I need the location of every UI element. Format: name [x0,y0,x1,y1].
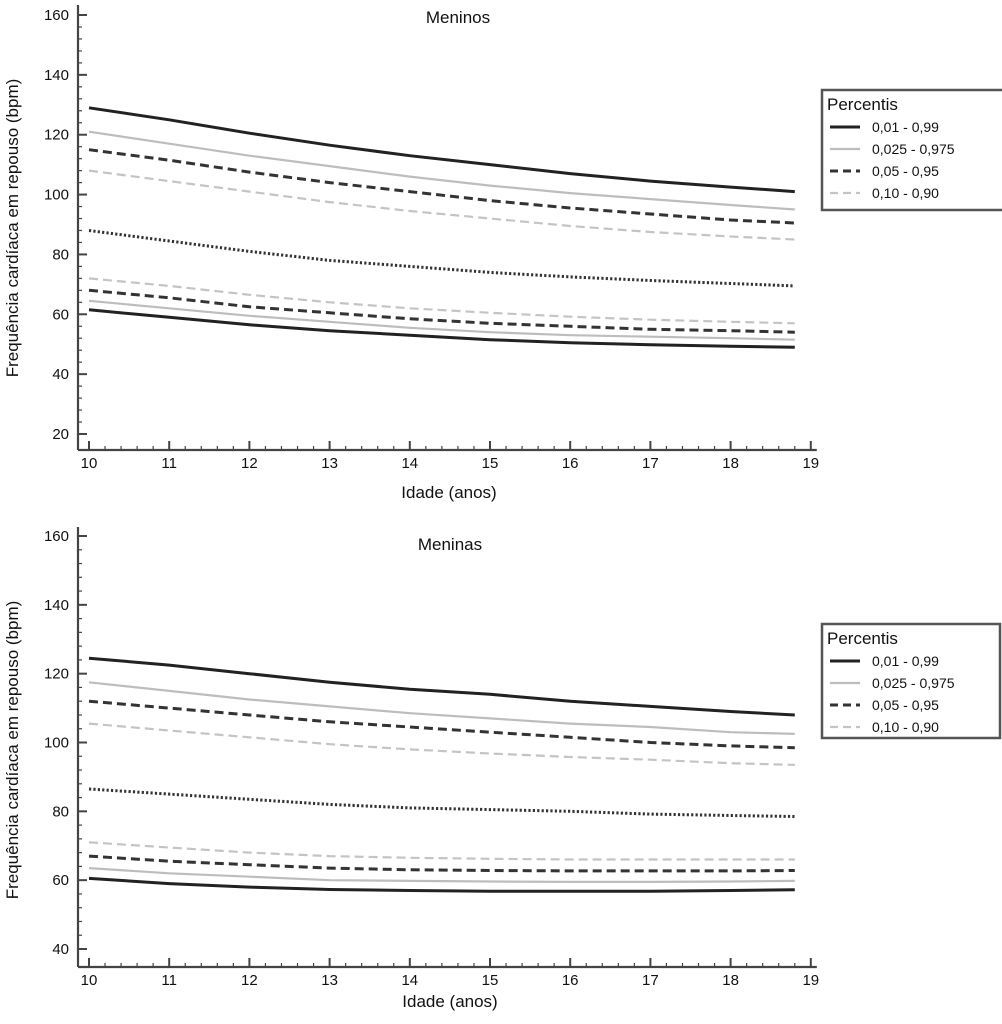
x-tick-label: 13 [321,972,338,989]
series-line-median [88,787,795,818]
x-tick-label: 15 [482,972,499,989]
series-line-p025 [88,867,795,883]
series-line-p01 [88,876,795,893]
x-tick-label: 12 [241,455,258,472]
x-tick-label: 11 [161,455,177,472]
x-tick-label: 14 [401,972,418,989]
legend-entry-label: 0,05 - 0,95 [872,163,939,179]
chart-title: Meninos [426,8,490,27]
chart-meninas: 40 60 80 100 120 140 160 10 11 12 13 14 15 16 17 18 19 Me… [3,527,1002,1011]
y-tick-label: 80 [52,803,69,820]
x-axis-label: Idade (anos) [402,992,497,1011]
y-tick-label: 140 [44,597,69,614]
series-line-p01 [88,656,795,717]
y-tick-label: 40 [52,366,69,383]
y-tick-label: 60 [52,306,69,323]
y-tick-label: 40 [52,941,69,958]
legend-entry-label: 0,01 - 0,99 [872,653,939,669]
x-tick-label: 13 [321,455,338,472]
x-tick-label: 11 [161,972,177,989]
x-tick-label: 18 [722,972,739,989]
legend-title: Percentis [827,95,898,114]
legend-entry-label: 0,10 - 0,90 [872,185,939,201]
series-line-p10 [88,722,795,766]
y-tick-label: 160 [44,528,69,545]
y-tick-label: 100 [44,735,69,752]
legend-box [820,622,1002,740]
legend-entry-label: 0,025 - 0,975 [872,675,955,691]
chart-meninos: 20 40 60 80 100 120 140 160 10 11 12 13 14 15 16 17 18 19… [3,5,1002,502]
series-line-p025 [88,681,795,735]
y-axis-label: Frequência cardíaca em repouso (bpm) [3,601,22,900]
series-line-p05 [88,854,795,873]
x-tick-label: 14 [401,455,418,472]
x-tick-label: 10 [81,455,98,472]
chart-title: Meninas [418,535,482,554]
x-tick-label: 17 [642,455,659,472]
x-tick-label: 19 [802,455,819,472]
series-line-p025 [88,299,795,341]
y-tick-label: 120 [44,127,69,144]
series-line-p01 [88,308,795,349]
series-line-p10 [88,277,795,325]
x-tick-label: 16 [562,455,579,472]
x-tick-label: 15 [482,455,499,472]
series-line-p05 [88,699,795,750]
x-axis-label: Idade (anos) [401,483,496,502]
series-line-p05 [88,148,795,225]
legend-entry-label: 0,10 - 0,90 [872,719,939,735]
x-tick-label: 17 [642,972,659,989]
series-line-p01 [88,106,795,194]
series-line-p025 [88,130,795,211]
x-tick-label: 18 [722,455,739,472]
legend-entry-label: 0,05 - 0,95 [872,697,939,713]
legend-title: Percentis [827,629,898,648]
legend-entry-label: 0,025 - 0,975 [872,141,955,157]
y-tick-label: 160 [44,7,69,24]
legend-entry-label: 0,01 - 0,99 [872,119,939,135]
y-axis-label: Frequência cardíaca em repouso (bpm) [3,79,22,378]
y-tick-label: 140 [44,67,69,84]
y-tick-label: 100 [44,187,69,204]
series-line-median [88,229,795,288]
series-line-p10 [88,841,795,861]
x-tick-label: 10 [81,972,98,989]
x-tick-label: 19 [802,972,819,989]
x-tick-label: 16 [562,972,579,989]
x-tick-label: 12 [241,972,258,989]
legend-box [820,88,1002,212]
y-tick-label: 120 [44,666,69,683]
series-line-p10 [88,169,795,241]
y-tick-label: 60 [52,872,69,889]
y-tick-label: 20 [52,426,69,443]
y-tick-label: 80 [52,246,69,263]
series-line-p05 [88,288,795,334]
